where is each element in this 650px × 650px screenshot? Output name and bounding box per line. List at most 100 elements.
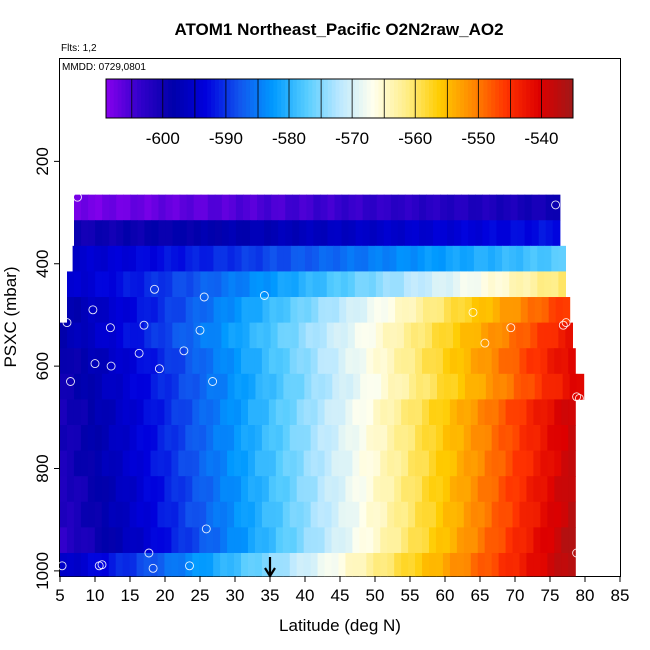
heatmap-cell (415, 348, 423, 375)
heatmap-cell (552, 220, 561, 247)
heatmap-cell (66, 527, 75, 554)
colorbar-swatch (238, 79, 243, 118)
heatmap-cell (449, 501, 458, 528)
heatmap-cell (401, 450, 409, 477)
heatmap-cell (531, 194, 540, 221)
heatmap-cell (333, 245, 341, 272)
heatmap-cell (338, 552, 347, 577)
heatmap-cell (526, 425, 535, 451)
heatmap-cell (424, 245, 433, 272)
heatmap-cell (331, 450, 340, 477)
heatmap-cell (247, 501, 256, 528)
heatmap-cell (454, 194, 462, 221)
heatmap-cell (555, 297, 564, 324)
heatmap-cell (227, 348, 235, 375)
heatmap-cell (410, 322, 419, 349)
heatmap-cell (206, 348, 214, 375)
heatmap-cell (463, 348, 472, 375)
colorbar-swatch (499, 79, 504, 118)
heatmap-cell (319, 245, 327, 272)
heatmap-cell (498, 527, 507, 554)
heatmap-cell (439, 322, 447, 349)
heatmap-cell (262, 373, 271, 400)
heatmap-cell (220, 297, 229, 324)
heatmap-cell (383, 220, 392, 247)
heatmap-cell (376, 220, 385, 247)
heatmap-cell (171, 476, 179, 503)
heatmap-cell (73, 501, 82, 528)
heatmap-cell (491, 501, 500, 528)
heatmap-cell (341, 194, 350, 221)
heatmap-cell (269, 373, 278, 400)
heatmap-cell (268, 501, 277, 528)
heatmap-cell (72, 245, 81, 272)
heatmap-cell (389, 271, 398, 298)
heatmap-cell (164, 297, 173, 324)
colorbar-swatch (218, 79, 224, 118)
heatmap-cell (179, 220, 188, 247)
sample-marker (201, 524, 211, 534)
heatmap-cell (360, 297, 368, 324)
colorbar-swatch (113, 79, 119, 118)
heatmap-cell (172, 220, 181, 247)
heatmap-cell (464, 373, 473, 400)
heatmap-cell (461, 220, 469, 247)
heatmap-cell (143, 245, 151, 272)
heatmap-cell (474, 322, 482, 349)
axes: 5 10 15 20 25 30 35 40 45 50 55 60 65 70 75 80 85 200 400 6… (33, 147, 629, 605)
heatmap-cell (530, 322, 538, 349)
heatmap-cell (199, 348, 207, 375)
heatmap-cell (115, 552, 124, 577)
heatmap-cell (428, 552, 437, 577)
heatmap-cell (206, 399, 214, 426)
heatmap-cell (285, 220, 293, 247)
heatmap-cell (220, 373, 229, 400)
heatmap-cell (80, 552, 89, 577)
heatmap-cell (115, 297, 124, 324)
heatmap-cell (491, 348, 500, 375)
colorbar-swatch (429, 79, 434, 118)
heatmap-cell (297, 245, 306, 272)
heatmap-cell (261, 348, 270, 375)
heatmap-cell (526, 552, 535, 577)
heatmap-cell (74, 322, 82, 349)
heatmap-cell (547, 348, 555, 375)
heatmap-cell (303, 348, 312, 375)
colorbar-tick-label: -580 (272, 129, 306, 148)
heatmap-cell (268, 425, 277, 451)
heatmap-cell (484, 425, 493, 451)
heatmap-cell (453, 322, 461, 349)
heatmap-cell (193, 271, 201, 298)
heatmap-cell (264, 194, 272, 221)
heatmap-cell (137, 271, 145, 298)
heatmap-cell (143, 501, 152, 528)
heatmap-cell (456, 399, 465, 426)
heatmap-cell (445, 245, 454, 272)
colorbar-swatch (514, 79, 520, 118)
heatmap-cell (533, 552, 541, 577)
heatmap-cell (150, 297, 159, 324)
heatmap-cell (192, 399, 200, 426)
heatmap-cell (228, 322, 237, 349)
heatmap-cell (422, 501, 430, 528)
heatmap-cell (109, 194, 117, 221)
heatmap-cell (303, 450, 312, 477)
heatmap-cell (296, 552, 305, 577)
heatmap-cell (310, 552, 319, 577)
heatmap-cell (403, 322, 412, 349)
heatmap-cell (317, 552, 326, 577)
heatmap-cell (447, 220, 455, 247)
colorbar-swatch (452, 79, 457, 118)
heatmap-cell (394, 450, 402, 477)
heatmap-cell (199, 245, 207, 272)
heatmap-cell (498, 552, 507, 577)
date-label: MMDD: 0729,0801 (62, 62, 146, 73)
heatmap-cell (94, 373, 103, 400)
heatmap-cell (299, 220, 307, 247)
heatmap-cell (248, 297, 257, 324)
heatmap-cell (340, 322, 349, 349)
heatmap-cell (227, 552, 235, 577)
heatmap-cell (129, 450, 138, 477)
heatmap-cell (380, 450, 388, 477)
heatmap-cell (380, 527, 388, 554)
